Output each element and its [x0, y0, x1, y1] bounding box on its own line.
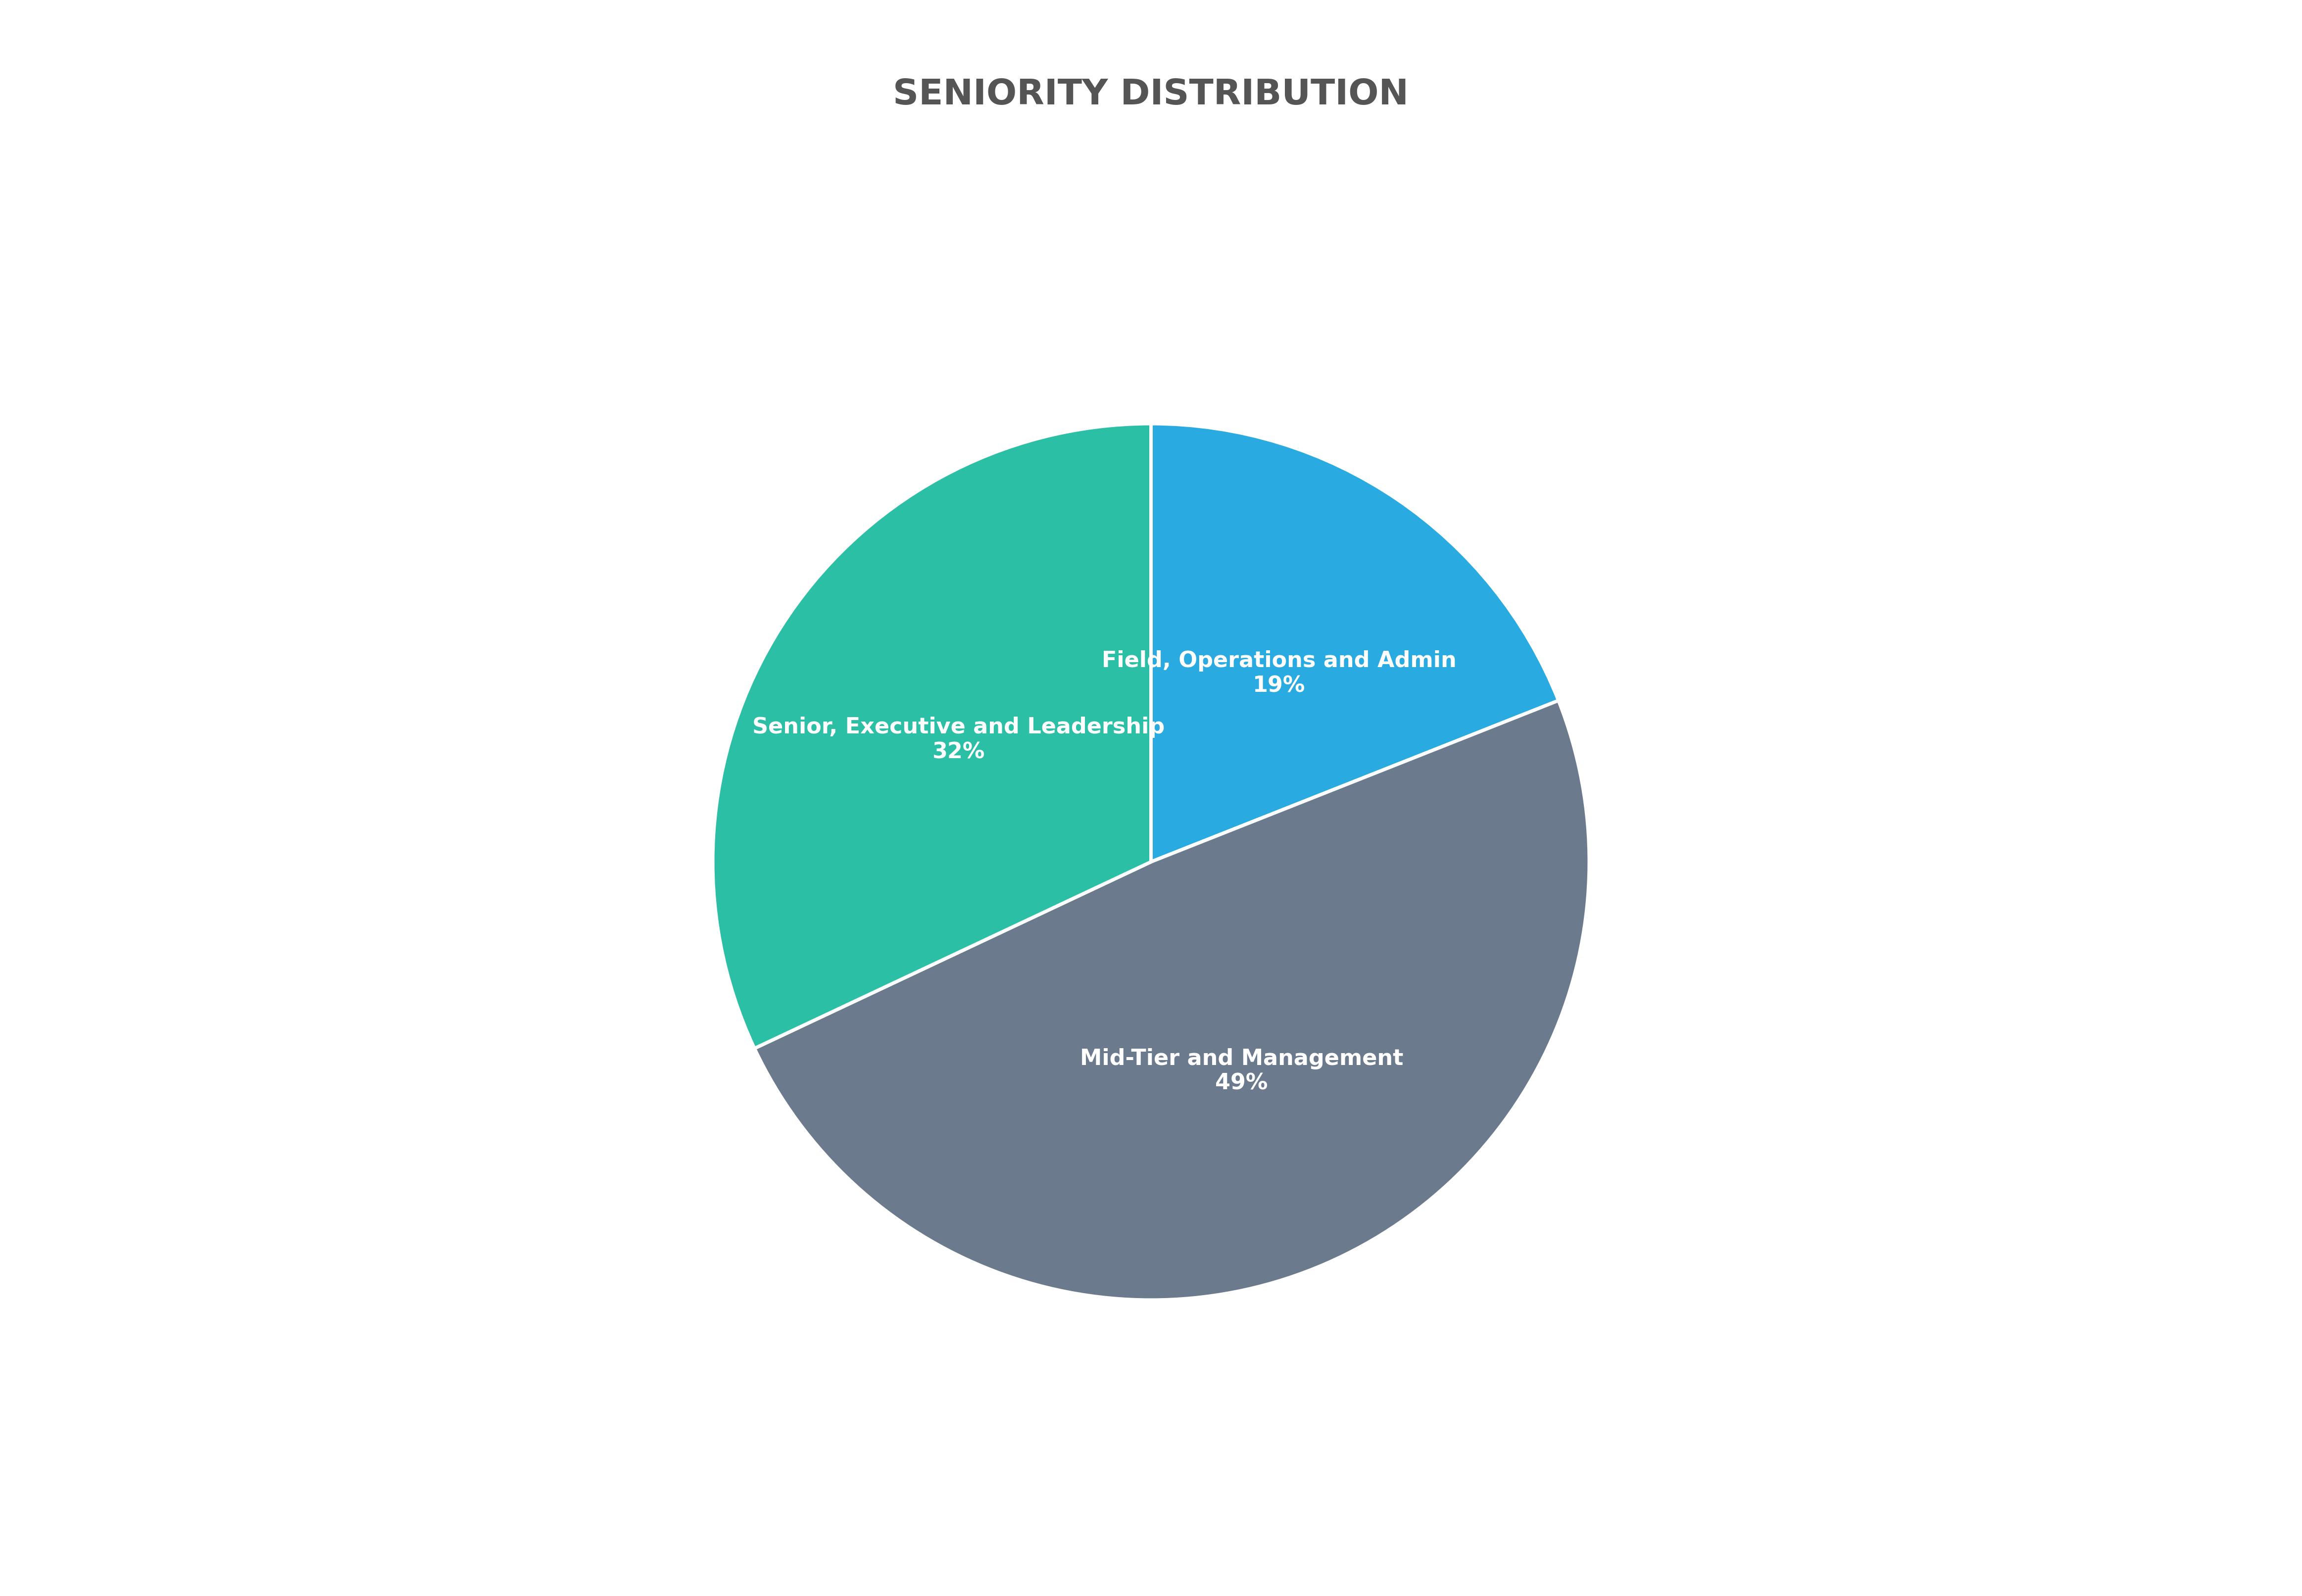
- Text: Mid-Tier and Management
49%: Mid-Tier and Management 49%: [1080, 1049, 1404, 1093]
- Title: SENIORITY DISTRIBUTION: SENIORITY DISTRIBUTION: [893, 78, 1409, 112]
- Text: Senior, Executive and Leadership
32%: Senior, Executive and Leadership 32%: [753, 717, 1165, 763]
- Wedge shape: [755, 701, 1588, 1301]
- Text: Field, Operations and Admin
19%: Field, Operations and Admin 19%: [1103, 651, 1457, 696]
- Wedge shape: [714, 423, 1151, 1049]
- Wedge shape: [1151, 423, 1558, 862]
